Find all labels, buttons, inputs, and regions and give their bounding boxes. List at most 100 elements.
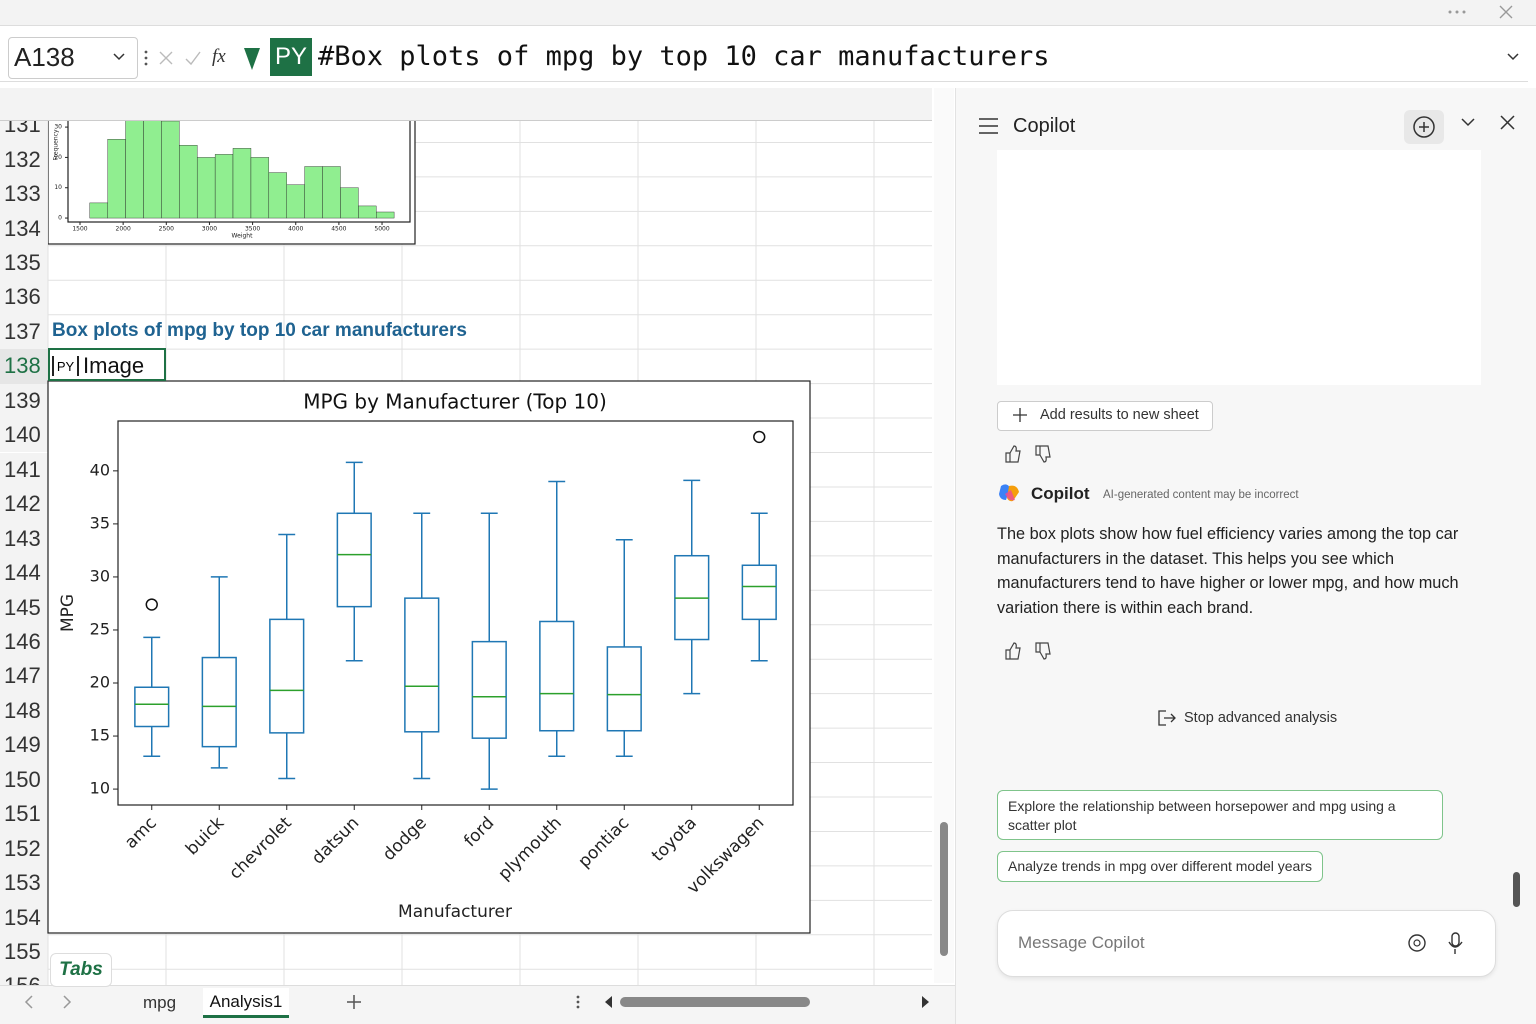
box (336, 512, 372, 608)
outlier (145, 598, 158, 611)
sheet-tab[interactable]: mpg (143, 993, 177, 1012)
box (606, 646, 642, 732)
row-header: 154 (0, 900, 48, 935)
row-header: 146 (0, 624, 48, 660)
row-header: 137 (0, 314, 48, 350)
hist-bar (196, 157, 216, 219)
stop-icon (1158, 710, 1176, 726)
row-header: 138 (0, 349, 48, 384)
box (741, 564, 777, 621)
add-results-button[interactable] (997, 401, 1213, 431)
feedback-icons[interactable] (1003, 444, 1053, 464)
fx-icon[interactable]: fx (212, 46, 226, 67)
h-scrollbar[interactable] (602, 993, 932, 1011)
row-header: 136 (0, 280, 48, 315)
name-box[interactable] (8, 37, 138, 79)
panel-scroll-thumb[interactable] (1513, 872, 1520, 907)
row-header: 144 (0, 555, 48, 591)
row-header: 141 (0, 452, 48, 487)
column-headers: ABCDEFGH (0, 88, 932, 121)
x-axis-label: Weight (232, 233, 254, 240)
row-header: 145 (0, 590, 48, 625)
suggestion-chip[interactable]: Analyze trends in mpg over different mod… (997, 851, 1324, 882)
x-tick-label: 1500 (72, 226, 87, 233)
v-scroll-thumb[interactable] (940, 822, 948, 956)
tab-nav-arrows[interactable] (20, 993, 80, 1011)
add-results-label[interactable]: Add results to new sheet (1040, 407, 1199, 423)
y-tick-label: 20 (54, 154, 62, 161)
v-scrollbar[interactable] (934, 88, 954, 983)
formula-text[interactable]: #Box plots of mpg by top 10 car manufact… (318, 41, 1050, 72)
hist-bar (340, 187, 359, 219)
title-strip (0, 0, 1536, 26)
hist-bar (125, 120, 144, 219)
row-header: 133 (0, 176, 48, 212)
x-tick-label: 2000 (116, 226, 131, 233)
add-sheet[interactable] (344, 992, 364, 1012)
stop-analysis[interactable]: Stop advanced analysis (1184, 710, 1338, 726)
disclaimer: AI-generated content may be incorrect (1103, 489, 1299, 501)
hist-bar (268, 172, 287, 219)
chevron-icon (113, 53, 125, 61)
message-input[interactable] (997, 910, 1496, 977)
heading-cell[interactable]: Box plots of mpg by top 10 car manufactu… (52, 320, 467, 341)
tab-menu[interactable] (572, 993, 584, 1011)
y-tick-label: 30 (54, 124, 62, 131)
hist-bar (304, 166, 323, 219)
window-controls[interactable] (1445, 4, 1525, 22)
row-header: 151 (0, 797, 48, 832)
y-tick-label: 25 (90, 619, 110, 638)
py-cell-icon: PY (52, 356, 79, 376)
hist-bar (376, 211, 395, 219)
row-header: 132 (0, 142, 48, 177)
y-tick-label: 10 (90, 779, 110, 798)
row-header: 152 (0, 831, 48, 866)
plus-icon (1013, 408, 1027, 422)
y-tick-label: 15 (90, 726, 110, 745)
row-header: 149 (0, 728, 48, 763)
copilot-logo (999, 484, 1019, 502)
formula-bar (0, 33, 1528, 82)
x-axis-label: Manufacturer (398, 902, 512, 922)
outlier (753, 430, 766, 444)
cell-ref: A138 (14, 42, 75, 72)
panel-controls[interactable] (1404, 108, 1524, 146)
feedback-icons[interactable] (1003, 641, 1053, 661)
hist-bar (214, 154, 234, 219)
chart-title: MPG by Manufacturer (Top 10) (303, 390, 607, 414)
plot-frame (117, 420, 794, 806)
copilot-message: The box plots show how fuel efficiency v… (997, 525, 1459, 617)
row-header: 155 (0, 934, 48, 970)
hist-bar (286, 184, 305, 219)
chart: MPG by Manufacturer (Top 10) 10 15 20 25 30 35… (47, 380, 811, 934)
y-axis-label: MPG (58, 594, 78, 632)
sheet-tab-active[interactable]: Analysis1 (203, 988, 289, 1018)
active-cell[interactable] (48, 348, 166, 381)
input-icons[interactable] (1405, 930, 1469, 956)
box (404, 597, 440, 733)
y-tick-label: 20 (90, 673, 110, 692)
hist-bar (322, 166, 341, 219)
tabs-badge[interactable]: Tabs (50, 953, 112, 987)
row-header: 153 (0, 865, 48, 901)
box (134, 686, 170, 728)
box (201, 656, 237, 748)
expand-icon[interactable] (1506, 50, 1520, 64)
row-header: 143 (0, 521, 48, 556)
hist-bar (232, 148, 252, 219)
hist-bar (107, 139, 126, 219)
hist-bar (358, 205, 377, 219)
row-header: 142 (0, 486, 48, 522)
menu-icon[interactable] (978, 117, 1000, 135)
x-tick-label: 4500 (331, 226, 346, 233)
chart-frame (47, 380, 811, 934)
suggestion-chip[interactable]: Explore the relationship between horsepo… (997, 790, 1443, 840)
outlier (1446, 66, 1453, 73)
y-axis-label: Frequency (53, 129, 60, 160)
row-header: 148 (0, 693, 48, 729)
hist-bar (179, 145, 198, 219)
input-placeholder[interactable]: Message Copilot (1018, 933, 1145, 952)
plot-frame (67, 120, 411, 223)
